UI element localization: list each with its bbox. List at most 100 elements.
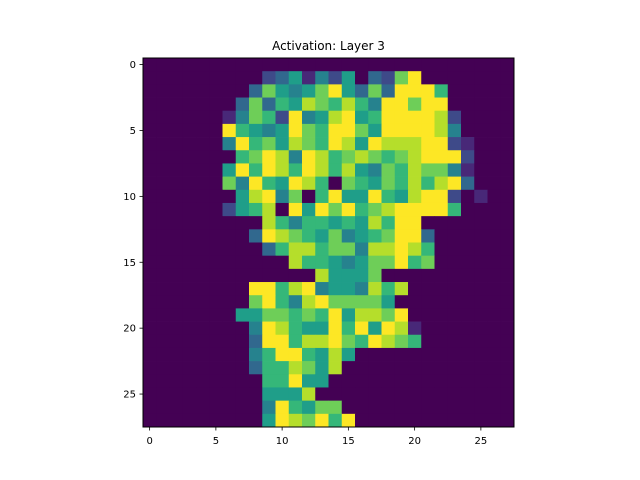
heatmap-cell [329, 229, 343, 243]
heatmap-cell [421, 414, 435, 428]
heatmap-cell [408, 150, 422, 164]
heatmap-cell [355, 190, 369, 204]
heatmap-cell [421, 190, 435, 204]
heatmap-cell [435, 374, 449, 388]
heatmap-cell [196, 308, 210, 322]
heatmap-cell [408, 124, 422, 138]
heatmap-cell [474, 98, 488, 112]
heatmap-cell [382, 71, 396, 85]
heatmap-cell [236, 216, 250, 230]
heatmap-cell [183, 84, 197, 98]
heatmap-cell [249, 256, 263, 270]
heatmap-cell [448, 150, 462, 164]
heatmap-cell [209, 216, 223, 230]
heatmap-cell [488, 111, 502, 125]
heatmap-cell [156, 150, 170, 164]
heatmap-cell [196, 177, 210, 191]
heatmap-cell [382, 308, 396, 322]
heatmap-cell [196, 401, 210, 415]
heatmap-cell [342, 243, 356, 257]
heatmap-cell [156, 282, 170, 296]
heatmap-cell [342, 58, 356, 72]
heatmap-cell [474, 163, 488, 177]
heatmap-cell [143, 282, 157, 296]
heatmap-cell [170, 203, 184, 217]
heatmap-cell [170, 401, 184, 415]
heatmap-cell [342, 414, 356, 428]
heatmap-cell [143, 177, 157, 191]
heatmap-cell [421, 387, 435, 401]
heatmap-cell [461, 58, 475, 72]
heatmap-cell [249, 387, 263, 401]
heatmap-cell [329, 58, 343, 72]
heatmap-cell [448, 308, 462, 322]
heatmap-cell [143, 71, 157, 85]
heatmap-cell [501, 308, 515, 322]
heatmap-cell [329, 243, 343, 257]
heatmap-cell [368, 163, 382, 177]
heatmap-cell [315, 58, 329, 72]
heatmap-cell [421, 335, 435, 349]
heatmap-cell [448, 295, 462, 309]
heatmap-cell [223, 243, 237, 257]
heatmap-cell [421, 84, 435, 98]
heatmap-cell [368, 229, 382, 243]
heatmap-cell [209, 190, 223, 204]
heatmap-cell [448, 361, 462, 375]
heatmap-cell [236, 163, 250, 177]
heatmap-cell [249, 190, 263, 204]
heatmap-cell [329, 335, 343, 349]
heatmap-cell [315, 111, 329, 125]
heatmap-cell [448, 163, 462, 177]
heatmap-cell [302, 322, 316, 336]
heatmap-cell [289, 190, 303, 204]
heatmap-cell [342, 98, 356, 112]
heatmap-cell [170, 361, 184, 375]
heatmap-cell [249, 308, 263, 322]
heatmap-cell [435, 111, 449, 125]
heatmap-cell [143, 387, 157, 401]
heatmap-cell [342, 256, 356, 270]
heatmap-cell [262, 374, 276, 388]
heatmap-cell [421, 163, 435, 177]
heatmap-cell [408, 295, 422, 309]
heatmap-cell [329, 98, 343, 112]
heatmap-cell [249, 335, 263, 349]
heatmap-cell [302, 256, 316, 270]
heatmap-cell [408, 335, 422, 349]
heatmap-cell [302, 163, 316, 177]
heatmap-cell [474, 414, 488, 428]
heatmap-cell [329, 84, 343, 98]
heatmap-cell [315, 84, 329, 98]
heatmap-cell [395, 71, 409, 85]
heatmap-cell [223, 335, 237, 349]
heatmap-cell [421, 322, 435, 336]
heatmap-cell [276, 387, 290, 401]
heatmap-cell [170, 322, 184, 336]
x-tick-label: 5 [213, 436, 219, 447]
heatmap-cell [395, 361, 409, 375]
heatmap-cell [315, 71, 329, 85]
heatmap-cell [183, 295, 197, 309]
heatmap-cell [289, 243, 303, 257]
heatmap-cell [170, 308, 184, 322]
heatmap-cell [501, 295, 515, 309]
heatmap-cell [355, 163, 369, 177]
heatmap-cell [355, 308, 369, 322]
heatmap-cell [236, 58, 250, 72]
heatmap-cell [382, 295, 396, 309]
heatmap-cell [302, 269, 316, 283]
heatmap-cell [488, 203, 502, 217]
heatmap-cell [501, 335, 515, 349]
heatmap-cell [408, 348, 422, 362]
heatmap-cell [329, 308, 343, 322]
heatmap-cell [408, 229, 422, 243]
heatmap-cell [315, 269, 329, 283]
heatmap-cell [302, 401, 316, 415]
heatmap-cell [488, 282, 502, 296]
heatmap-cell [223, 269, 237, 283]
heatmap-cell [249, 84, 263, 98]
heatmap-cell [289, 163, 303, 177]
heatmap-cell [474, 256, 488, 270]
heatmap-cell [461, 229, 475, 243]
